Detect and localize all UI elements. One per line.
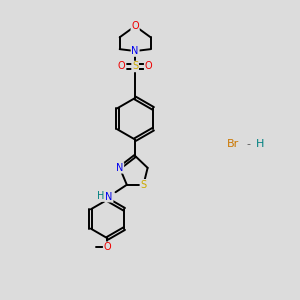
Text: O: O [104,242,111,252]
Text: O: O [118,61,126,71]
Text: N: N [116,163,123,173]
Text: N: N [131,46,139,56]
Text: H: H [97,191,104,201]
Text: O: O [145,61,152,71]
Text: Br: Br [227,139,239,149]
Text: S: S [132,61,138,71]
Text: N: N [105,192,113,202]
Text: S: S [140,180,146,190]
Text: H: H [256,139,264,149]
Text: O: O [131,21,139,31]
Text: -: - [246,139,250,149]
